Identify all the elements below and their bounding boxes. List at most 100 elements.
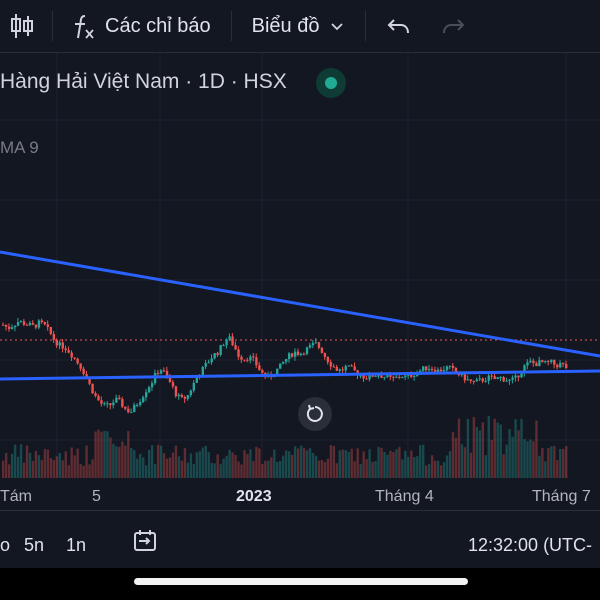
indicator-legend-ma[interactable]: MA 9 [0, 138, 39, 157]
volume-bar [359, 463, 362, 478]
candle-body [299, 353, 303, 355]
candle-body [401, 377, 404, 379]
candle-body [362, 375, 365, 379]
candle-body [350, 365, 353, 367]
chart-style-button[interactable] [0, 0, 44, 52]
volume-bar [198, 451, 201, 478]
volume-bar [246, 453, 249, 478]
candle-body [511, 377, 514, 380]
volume-bar [31, 461, 35, 478]
candle-body [529, 360, 532, 363]
timeframe-button[interactable]: o [0, 535, 11, 555]
toolbar-divider [230, 11, 232, 41]
volume-bar [195, 452, 199, 478]
candle-body [73, 357, 76, 359]
chart-pane[interactable] [0, 53, 600, 510]
timeframe-button[interactable]: 5n [24, 535, 45, 555]
candle-body [439, 369, 443, 372]
candle-body [13, 325, 17, 328]
volume-bar [85, 445, 88, 478]
volume-bar [162, 453, 166, 478]
candle-body [332, 366, 336, 368]
volume-bar [255, 446, 258, 478]
volume-bar [58, 453, 61, 478]
candle-body [204, 363, 207, 367]
candle-body [556, 364, 559, 368]
reset-chart-button[interactable] [298, 397, 332, 431]
volume-bar [362, 451, 365, 478]
redo-button[interactable] [440, 0, 466, 52]
volume-bar [323, 462, 327, 478]
volume-bar [112, 443, 115, 478]
candle-body [341, 369, 344, 371]
candle-body [43, 322, 47, 325]
candle-body [514, 375, 517, 378]
candle-body [377, 375, 380, 377]
chevron-down-icon [331, 23, 344, 31]
indicators-button[interactable]: Các chỉ báo [71, 0, 211, 52]
volume-bar [511, 436, 514, 478]
volume-bar [517, 430, 520, 478]
candle-body [130, 411, 133, 413]
timeframe-button[interactable]: 1n [66, 535, 87, 555]
candle-body [383, 377, 386, 379]
undo-button[interactable] [386, 0, 412, 52]
candle-body [115, 397, 118, 403]
volume-bar [320, 459, 324, 478]
candle-body [314, 342, 318, 344]
chart-grid [0, 53, 600, 478]
volume-bar [4, 453, 8, 478]
candle-body [97, 395, 100, 401]
volume-bar [46, 449, 50, 478]
volume-bar [79, 464, 82, 478]
candle-body [168, 376, 172, 383]
candle-body [210, 358, 213, 363]
candle-body [520, 372, 523, 378]
volume-bar [234, 455, 237, 478]
volume-bar [186, 462, 190, 478]
candle-body [124, 406, 127, 409]
date-range-icon[interactable] [132, 528, 158, 554]
volume-bar [448, 451, 452, 478]
trendline-lower [0, 369, 600, 381]
volume-bar [487, 416, 490, 478]
volume-bar [299, 445, 303, 478]
undo-icon [388, 19, 410, 34]
candle-body [261, 370, 264, 373]
candle-body [365, 378, 368, 380]
clock-timezone[interactable]: 12:32:00 (UTC- [468, 535, 593, 555]
chart-type-dropdown[interactable]: Biểu đồ [252, 0, 346, 52]
volume-bar [547, 448, 550, 478]
volume-bar [183, 448, 187, 478]
volume-bar [171, 452, 175, 478]
candle-body [162, 370, 166, 372]
candle-body [436, 369, 440, 373]
volume-bar [285, 450, 288, 478]
candle-body [177, 394, 181, 397]
symbol-title[interactable]: Hàng Hải Việt Nam · 1D · HSX [0, 70, 287, 93]
market-status-icon[interactable] [316, 68, 346, 98]
x-axis-label: Tháng 7 [532, 488, 591, 505]
volume-bar [49, 458, 53, 478]
volume-bar [553, 445, 556, 478]
volume-bar [371, 462, 374, 478]
volume-bar [210, 462, 213, 478]
price-chart[interactable] [0, 53, 600, 510]
candle-body [70, 352, 73, 358]
candle-body [144, 392, 148, 398]
home-indicator[interactable] [134, 578, 468, 585]
x-axis-label: 5 [92, 488, 101, 505]
candle-body [532, 360, 535, 363]
candle-body [308, 345, 312, 348]
candle-body [279, 363, 282, 369]
candle-body [142, 397, 145, 403]
volume-bar [451, 431, 455, 478]
candle-body [174, 386, 178, 397]
volume-bar [565, 446, 568, 478]
candle-body [7, 326, 11, 329]
volume-bar [240, 464, 243, 478]
volume-bar [130, 447, 133, 478]
volume-bar [2, 460, 5, 478]
bottom-toolbar [0, 510, 600, 569]
candle-body [82, 368, 85, 374]
